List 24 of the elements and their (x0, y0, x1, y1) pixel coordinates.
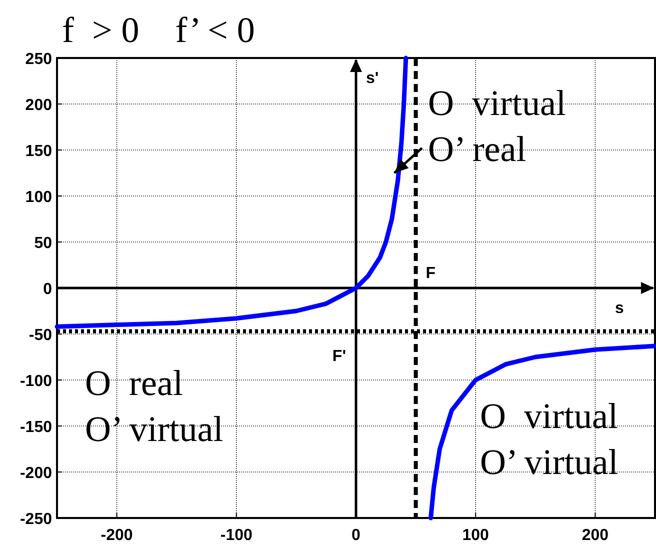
y-tick-label: 0 (43, 281, 52, 298)
ref-line-label: F' (332, 348, 346, 366)
annotation: O virtual O’ real (428, 83, 566, 169)
x-axis-title: s (615, 300, 624, 317)
annotation: O real O’ virtual (85, 363, 224, 449)
x-tick-label: -200 (100, 527, 133, 544)
x-tick-label: 0 (352, 527, 361, 544)
x-tick-label: -100 (220, 527, 253, 544)
y-tick-label: 200 (25, 97, 52, 114)
y-axis-title: s' (366, 70, 379, 87)
y-tick-label: -50 (28, 327, 52, 344)
y-tick-label: -100 (20, 373, 52, 390)
x-tick-label: 200 (582, 527, 609, 544)
y-tick-label: -200 (20, 465, 52, 482)
y-tick-label: 100 (25, 189, 52, 206)
ref-line-label: F (426, 265, 436, 282)
y-tick-label: 150 (25, 143, 52, 160)
y-tick-label: 50 (34, 235, 52, 252)
y-tick-label: -250 (20, 511, 52, 528)
chart-title: f > 0 f’ < 0 (62, 10, 255, 50)
y-tick-label: 250 (25, 51, 52, 68)
y-tick-label: -150 (20, 419, 52, 436)
annotation: O virtual O’ virtual (480, 396, 618, 482)
x-tick-label: 100 (462, 527, 490, 544)
